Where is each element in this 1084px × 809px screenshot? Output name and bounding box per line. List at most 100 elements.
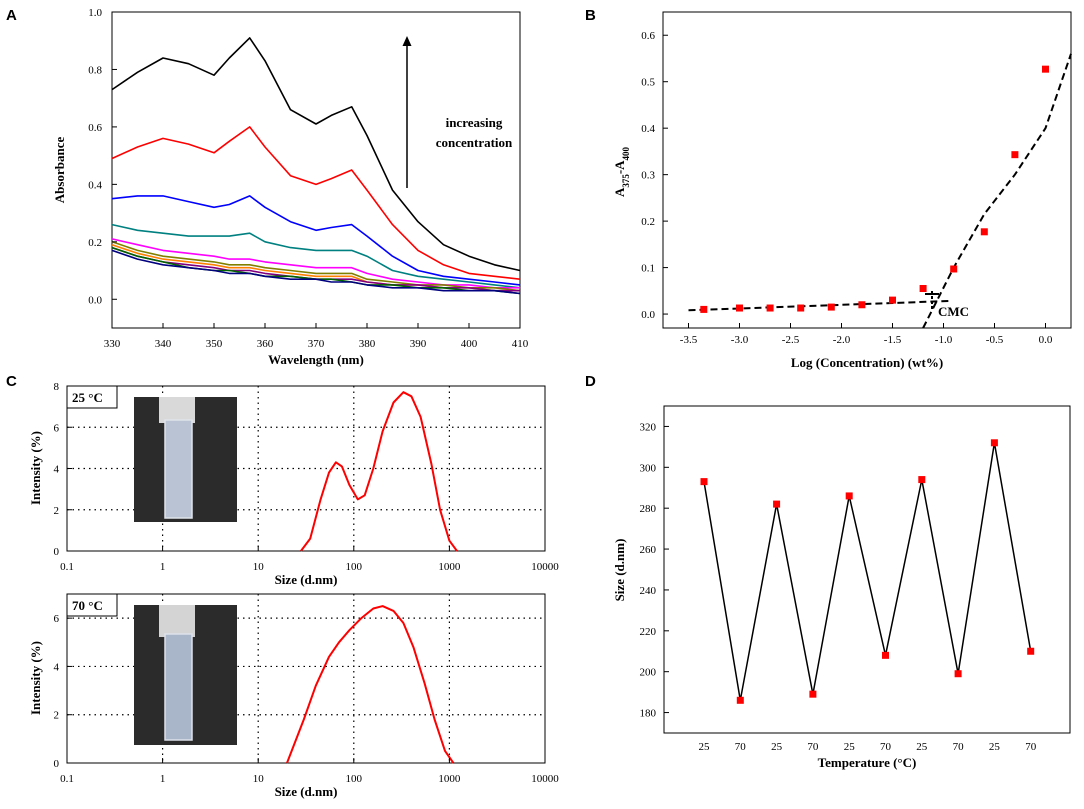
panel-b-fit-lines [688, 53, 1072, 329]
panel-d-y-label: Size (d.nm) [612, 539, 627, 602]
panel-b-data-point [858, 301, 866, 309]
panel-c-bottom-x-ticks: 0.1 1 10 100 1000 10000 [60, 758, 559, 785]
panel-d-data-point [773, 500, 781, 508]
panel-b-data-point [1011, 151, 1019, 159]
panel-d-x-tick-label: 25 [771, 741, 783, 753]
panel-b-fit-high [922, 53, 1072, 329]
panel-d-data-points [700, 439, 1035, 704]
panel-b-data-points [700, 65, 1049, 313]
panel-c-bottom-frame [66, 593, 546, 764]
panel-d-data-point [918, 476, 926, 484]
panel-a-y-tick-label: 0.2 [88, 237, 102, 249]
panel-letter-c: C [6, 373, 17, 390]
panel-d-y-tick-label: 220 [640, 626, 657, 638]
panel-b-cmc-plot: B -3.5 -3.0 -2.5 -2.0 -1.5 -1.0 -0.5 0.0 0.0 0.1… [585, 7, 1072, 370]
panel-c-top-y-tick-label: 2 [54, 505, 60, 517]
panel-a-x-tick-label: 370 [308, 338, 325, 350]
panel-d-y-tick-label: 320 [640, 421, 657, 433]
panel-d-y-tick-label: 180 [640, 708, 657, 720]
panel-letter-d: D [585, 373, 596, 390]
panel-b-x-tick-label: -1.5 [884, 334, 902, 346]
panel-a-series-line-10 [111, 249, 521, 295]
panel-c-top-x-ticks: 0.1 1 10 100 1000 10000 [60, 546, 559, 573]
cmc-marker [925, 291, 939, 310]
panel-c-bottom-x-tick-label: 1 [160, 773, 166, 785]
panel-a-x-tick-label: 330 [104, 338, 121, 350]
panel-d-y-tick-label: 260 [640, 544, 657, 556]
panel-a-series-line-2 [111, 126, 521, 280]
panel-a-x-tick-label: 340 [155, 338, 172, 350]
panel-b-fit-low [688, 300, 949, 312]
panel-d-size-line [703, 442, 1032, 701]
panel-b-x-tick-label: -0.5 [986, 334, 1004, 346]
panel-c-top-x-tick-label: 10 [253, 561, 265, 573]
panel-b-data-point [827, 303, 835, 311]
panel-d-y-ticks: 180 200 220 240 260 280 300 320 [640, 421, 669, 720]
panel-d-x-tick-label: 70 [735, 741, 747, 753]
panel-c-top-size-curve [300, 391, 458, 552]
panel-c-bottom-y-label: Intensity (%) [28, 641, 43, 715]
panel-d-y-tick-label: 200 [640, 667, 657, 679]
temperature-label-25: 25 °C [72, 390, 103, 405]
panel-b-y-label: A375-A400 [612, 146, 631, 197]
panel-b-x-tick-label: -2.5 [782, 334, 800, 346]
panel-a-y-ticks: 0.0 0.2 0.4 0.6 0.8 1.0 [88, 7, 117, 306]
panel-b-y-tick-label: 0.0 [641, 309, 655, 321]
panel-b-data-point [736, 304, 743, 312]
panel-d-x-tick-label: 70 [880, 741, 892, 753]
panel-d-data-point [845, 492, 853, 500]
panel-b-y-tick-label: 0.4 [641, 123, 655, 135]
panel-c-bottom-y-ticks: 0 2 4 6 [54, 613, 72, 770]
panel-d-y-tick-label: 300 [640, 462, 657, 474]
panel-d-data-point [882, 651, 889, 659]
panel-letter-a: A [6, 7, 17, 24]
panel-c-top-x-tick-label: 0.1 [60, 561, 74, 573]
panel-c-bottom-x-tick-label: 10 [253, 773, 265, 785]
panel-c-top-y-ticks: 0 2 4 6 8 [54, 381, 72, 558]
panel-b-y-ticks: 0.0 0.1 0.2 0.3 0.4 0.5 0.6 [641, 30, 668, 321]
panel-c-top-y-tick-label: 4 [54, 464, 60, 476]
panel-c-bottom-y-tick-label: 6 [54, 613, 60, 625]
cuvette-sample-25 [164, 419, 193, 519]
panel-a-x-tick-label: 400 [461, 338, 478, 350]
panel-d-x-ticks: 25 70 25 70 25 70 25 70 25 70 [699, 741, 1037, 753]
cuvette-cap-25 [159, 397, 195, 423]
panel-b-data-point [980, 228, 988, 236]
panel-b-data-point [700, 305, 708, 313]
panel-b-y-tick-label: 0.3 [641, 170, 655, 182]
panel-c-bottom-y-tick-label: 2 [54, 710, 60, 722]
panel-c-bottom-x-label: Size (d.nm) [275, 784, 338, 799]
panel-a-series-line-4 [111, 223, 521, 289]
cuvette-cap-70 [159, 605, 195, 637]
panel-d-x-tick-label: 70 [953, 741, 965, 753]
panel-b-x-label: Log (Concentration) (wt%) [791, 355, 943, 370]
panel-b-data-point [919, 285, 927, 292]
temperature-label-box-25 [66, 385, 118, 409]
panel-b-data-point [889, 296, 896, 304]
panel-a-x-tick-label: 380 [359, 338, 376, 350]
panel-a-y-tick-label: 0.0 [88, 294, 102, 306]
panel-d-data-point [954, 670, 962, 678]
panel-d-data-point [990, 439, 998, 447]
panel-c-top-x-tick-label: 1000 [438, 561, 461, 573]
panel-b-y-tick-label: 0.2 [641, 216, 655, 228]
panel-a-y-tick-label: 0.6 [88, 122, 102, 134]
panel-c-top-curve [300, 391, 458, 552]
panel-c-bottom-curve [286, 605, 455, 764]
panel-d-x-tick-label: 25 [844, 741, 856, 753]
panel-c-top-x-tick-label: 1 [160, 561, 166, 573]
panel-d-data-point [1027, 647, 1035, 655]
panel-d-y-tick-label: 240 [640, 585, 657, 597]
panel-d-data-point [700, 478, 708, 486]
panel-b-x-tick-label: -3.0 [731, 334, 749, 346]
panel-b-y-tick-label: 0.1 [641, 263, 655, 275]
concentration-arrow [402, 36, 412, 188]
panel-c-top-y-tick-label: 0 [54, 546, 60, 558]
panel-d-x-tick-label: 70 [1025, 741, 1037, 753]
panel-d-temperature-cycling: D 25 70 25 70 25 70 25 70 25 70 180 200 220 240 260 28… [585, 373, 1071, 770]
temperature-label-70: 70 °C [72, 598, 103, 613]
panel-b-x-tick-label: 0.0 [1039, 334, 1053, 346]
panel-d-frame [663, 405, 1071, 734]
panel-d-y-tick-label: 280 [640, 503, 657, 515]
